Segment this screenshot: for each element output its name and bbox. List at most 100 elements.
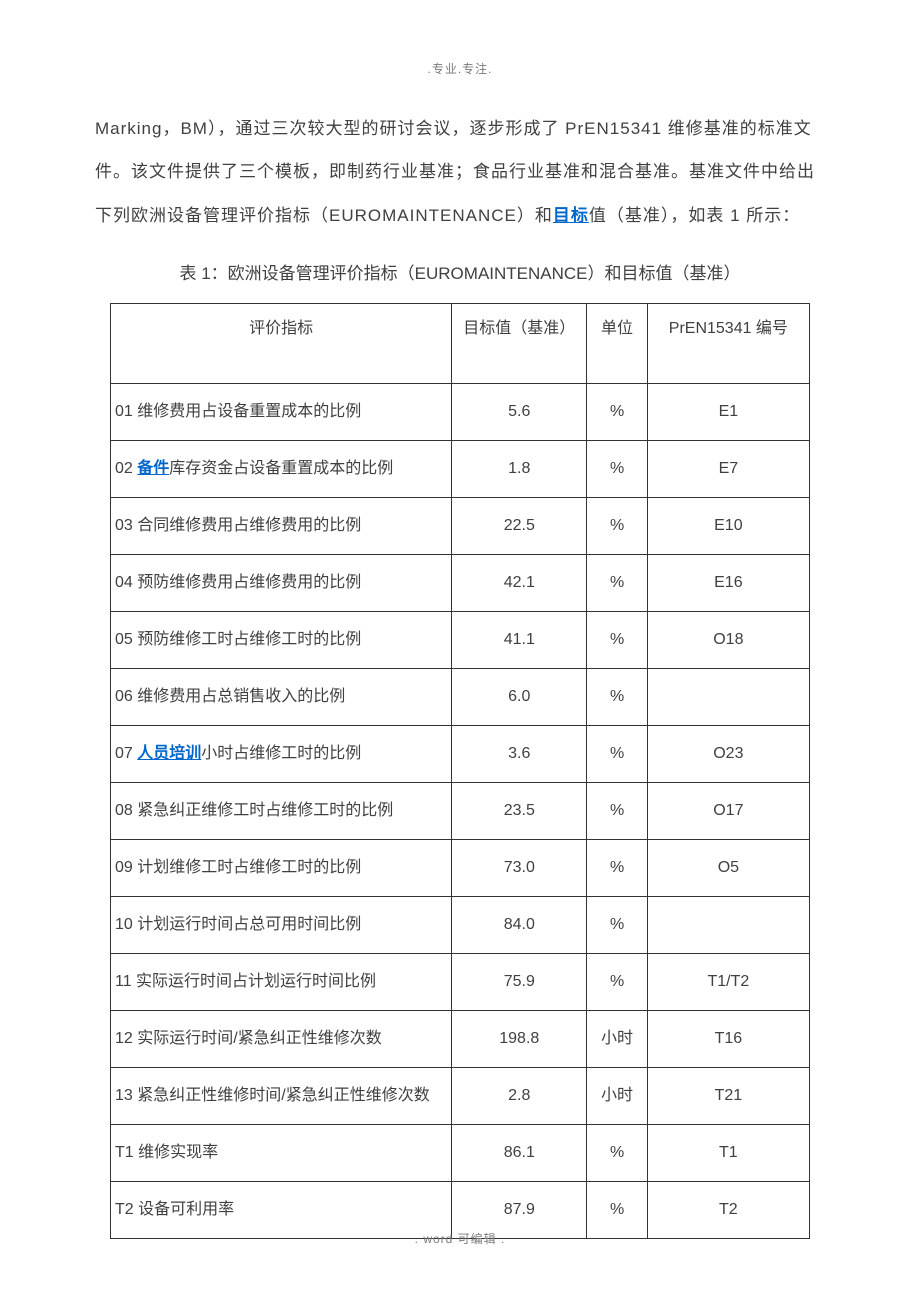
- col-header-code: PrEN15341 编号: [647, 304, 809, 384]
- cell-target: 6.0: [452, 669, 587, 726]
- cell-target: 1.8: [452, 441, 587, 498]
- indicator-text: 06 维修费用占总销售收入的比例: [115, 688, 345, 705]
- table-caption: 表 1：欧洲设备管理评价指标（EUROMAINTENANCE）和目标值（基准）: [95, 257, 825, 291]
- cell-code: [647, 669, 809, 726]
- indicator-text: 10 计划运行时间占总可用时间比例: [115, 916, 361, 933]
- cell-unit: %: [587, 498, 647, 555]
- cell-indicator: 09 计划维修工时占维修工时的比例: [111, 840, 452, 897]
- goal-link[interactable]: 目标: [553, 206, 589, 225]
- table-row: 05 预防维修工时占维修工时的比例 41.1%O18: [111, 612, 810, 669]
- cell-indicator: T1 维修实现率: [111, 1125, 452, 1182]
- cell-target: 3.6: [452, 726, 587, 783]
- cell-indicator: 02 备件库存资金占设备重置成本的比例: [111, 441, 452, 498]
- indicator-text: 02: [115, 460, 137, 477]
- cell-target: 5.6: [452, 384, 587, 441]
- cell-code: E7: [647, 441, 809, 498]
- cell-code: E16: [647, 555, 809, 612]
- table-row: 04 预防维修费用占维修费用的比例 42.1%E16: [111, 555, 810, 612]
- cell-unit: %: [587, 441, 647, 498]
- cell-unit: 小时: [587, 1011, 647, 1068]
- cell-target: 75.9: [452, 954, 587, 1011]
- indicator-text: 07: [115, 745, 137, 762]
- cell-code: O23: [647, 726, 809, 783]
- table-row: 07 人员培训小时占维修工时的比例3.6%O23: [111, 726, 810, 783]
- cell-code: O18: [647, 612, 809, 669]
- table-row: 13 紧急纠正性维修时间/紧急纠正性维修次数 2.8小时T21: [111, 1068, 810, 1125]
- cell-target: 41.1: [452, 612, 587, 669]
- cell-unit: %: [587, 669, 647, 726]
- cell-indicator: 05 预防维修工时占维修工时的比例: [111, 612, 452, 669]
- cell-code: T16: [647, 1011, 809, 1068]
- cell-target: 2.8: [452, 1068, 587, 1125]
- table-row: 01 维修费用占设备重置成本的比例 5.6%E1: [111, 384, 810, 441]
- table-row: 09 计划维修工时占维修工时的比例 73.0%O5: [111, 840, 810, 897]
- cell-code: E10: [647, 498, 809, 555]
- cell-unit: %: [587, 1125, 647, 1182]
- table-row: 03 合同维修费用占维修费用的比例 22.5%E10: [111, 498, 810, 555]
- cell-code: T21: [647, 1068, 809, 1125]
- cell-code: [647, 897, 809, 954]
- cell-target: 42.1: [452, 555, 587, 612]
- indicator-text: 04 预防维修费用占维修费用的比例: [115, 574, 361, 591]
- cell-indicator: 06 维修费用占总销售收入的比例: [111, 669, 452, 726]
- indicator-text: T1 维修实现率: [115, 1144, 218, 1161]
- cell-indicator: 12 实际运行时间/紧急纠正性维修次数: [111, 1011, 452, 1068]
- indicator-text: 03 合同维修费用占维修费用的比例: [115, 517, 361, 534]
- indicator-text: T2 设备可利用率: [115, 1201, 234, 1218]
- table-row: 10 计划运行时间占总可用时间比例 84.0%: [111, 897, 810, 954]
- cell-code: O17: [647, 783, 809, 840]
- table-row: 11 实际运行时间占计划运行时间比例 75.9%T1/T2: [111, 954, 810, 1011]
- indicator-text: 12 实际运行时间/紧急纠正性维修次数: [115, 1030, 382, 1047]
- cell-unit: %: [587, 840, 647, 897]
- indicator-link[interactable]: 人员培训: [137, 745, 201, 762]
- table-row: 12 实际运行时间/紧急纠正性维修次数 198.8小时T16: [111, 1011, 810, 1068]
- indicator-text-post: 小时占维修工时的比例: [201, 745, 361, 762]
- indicator-text: 05 预防维修工时占维修工时的比例: [115, 631, 361, 648]
- indicator-text: 09 计划维修工时占维修工时的比例: [115, 859, 361, 876]
- cell-unit: %: [587, 555, 647, 612]
- cell-unit: %: [587, 897, 647, 954]
- cell-code: O5: [647, 840, 809, 897]
- cell-target: 198.8: [452, 1011, 587, 1068]
- page-header-note: .专业.专注.: [95, 60, 825, 77]
- cell-target: 86.1: [452, 1125, 587, 1182]
- cell-unit: %: [587, 954, 647, 1011]
- intro-paragraph: Marking，BM），通过三次较大型的研讨会议，逐步形成了 PrEN15341…: [95, 107, 825, 237]
- cell-target: 73.0: [452, 840, 587, 897]
- cell-unit: %: [587, 783, 647, 840]
- col-header-target: 目标值（基准）: [452, 304, 587, 384]
- table-row: T1 维修实现率 86.1%T1: [111, 1125, 810, 1182]
- indicator-text: 01 维修费用占设备重置成本的比例: [115, 403, 361, 420]
- cell-code: E1: [647, 384, 809, 441]
- indicator-text: 13 紧急纠正性维修时间/紧急纠正性维修次数: [115, 1087, 430, 1104]
- cell-indicator: 11 实际运行时间占计划运行时间比例: [111, 954, 452, 1011]
- cell-code: T1: [647, 1125, 809, 1182]
- cell-indicator: 03 合同维修费用占维修费用的比例: [111, 498, 452, 555]
- cell-indicator: 13 紧急纠正性维修时间/紧急纠正性维修次数: [111, 1068, 452, 1125]
- table-header-row: 评价指标 目标值（基准） 单位 PrEN15341 编号: [111, 304, 810, 384]
- cell-target: 22.5: [452, 498, 587, 555]
- page-footer-note: . word 可编辑 .: [0, 1230, 920, 1247]
- cell-indicator: 04 预防维修费用占维修费用的比例: [111, 555, 452, 612]
- indicator-text-post: 库存资金占设备重置成本的比例: [169, 460, 393, 477]
- col-header-indicator: 评价指标: [111, 304, 452, 384]
- table-row: 02 备件库存资金占设备重置成本的比例1.8%E7: [111, 441, 810, 498]
- cell-unit: %: [587, 384, 647, 441]
- col-header-unit: 单位: [587, 304, 647, 384]
- cell-target: 23.5: [452, 783, 587, 840]
- indicator-text: 08 紧急纠正维修工时占维修工时的比例: [115, 802, 393, 819]
- cell-code: T1/T2: [647, 954, 809, 1011]
- cell-indicator: 08 紧急纠正维修工时占维修工时的比例: [111, 783, 452, 840]
- indicator-link[interactable]: 备件: [137, 460, 169, 477]
- cell-unit: %: [587, 726, 647, 783]
- cell-indicator: 01 维修费用占设备重置成本的比例: [111, 384, 452, 441]
- table-row: 08 紧急纠正维修工时占维修工时的比例 23.5%O17: [111, 783, 810, 840]
- cell-unit: 小时: [587, 1068, 647, 1125]
- cell-indicator: 07 人员培训小时占维修工时的比例: [111, 726, 452, 783]
- cell-indicator: 10 计划运行时间占总可用时间比例: [111, 897, 452, 954]
- indicator-text: 11 实际运行时间占计划运行时间比例: [115, 973, 376, 990]
- cell-unit: %: [587, 612, 647, 669]
- cell-target: 84.0: [452, 897, 587, 954]
- table-row: 06 维修费用占总销售收入的比例 6.0%: [111, 669, 810, 726]
- indicators-table: 评价指标 目标值（基准） 单位 PrEN15341 编号 01 维修费用占设备重…: [110, 303, 810, 1239]
